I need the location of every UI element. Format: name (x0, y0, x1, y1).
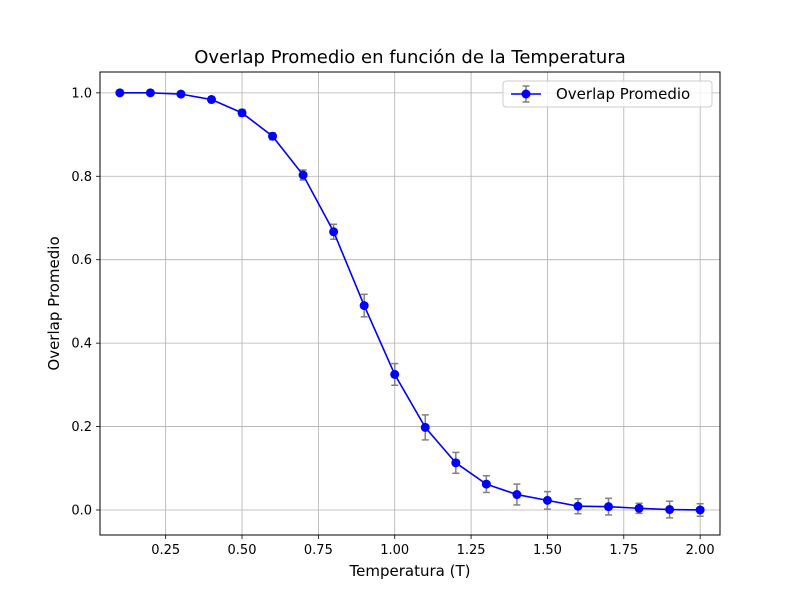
data-point (206, 95, 216, 105)
x-tick-label: 1.00 (380, 543, 409, 558)
data-point (329, 227, 339, 237)
y-tick-label: 1.0 (71, 86, 92, 101)
data-point (115, 88, 125, 98)
data-point (145, 88, 155, 98)
x-tick-label: 0.25 (151, 543, 180, 558)
x-tick-label: 1.25 (457, 543, 486, 558)
plot-area-frame (99, 71, 721, 536)
data-point (298, 170, 308, 180)
data-point (573, 501, 583, 511)
x-tick-label: 1.50 (533, 543, 562, 558)
data-point (420, 422, 430, 432)
data-point (481, 479, 491, 489)
series-line (119, 92, 701, 511)
chart-title: Overlap Promedio en función de la Temper… (194, 47, 626, 68)
data-point (604, 502, 614, 512)
y-axis-title: Overlap Promedio (45, 236, 63, 370)
legend-marker-swatch (521, 89, 531, 99)
data-point (359, 301, 369, 311)
y-tick-label: 0.0 (71, 503, 92, 518)
x-tick-label: 2.00 (686, 543, 715, 558)
data-point (695, 505, 705, 515)
data-point (634, 503, 644, 513)
data-point (451, 458, 461, 468)
grid-lines (100, 72, 720, 535)
data-point (542, 495, 552, 505)
y-tick-label: 0.4 (71, 337, 92, 352)
axis-ticks: 0.25 0.50 0.75 1.00 1.25 1.50 1.75 2.00 0.0 0.2 0.… (71, 86, 714, 558)
x-tick-label: 0.75 (304, 543, 333, 558)
data-point (176, 89, 186, 99)
x-tick-label: 1.75 (609, 543, 638, 558)
legend-label: Overlap Promedio (556, 85, 690, 103)
data-series (115, 88, 705, 519)
data-point (512, 490, 522, 500)
data-point (390, 369, 400, 379)
data-point (665, 505, 675, 515)
x-tick-label: 0.50 (228, 543, 257, 558)
x-axis-title: Temperatura (T) (349, 562, 471, 580)
data-point (237, 108, 247, 118)
y-tick-label: 0.8 (71, 170, 92, 185)
data-point (268, 131, 278, 141)
y-tick-label: 0.6 (71, 253, 92, 268)
legend: Overlap Promedio (502, 80, 713, 108)
legend-box (502, 80, 713, 108)
y-tick-label: 0.2 (71, 420, 92, 435)
